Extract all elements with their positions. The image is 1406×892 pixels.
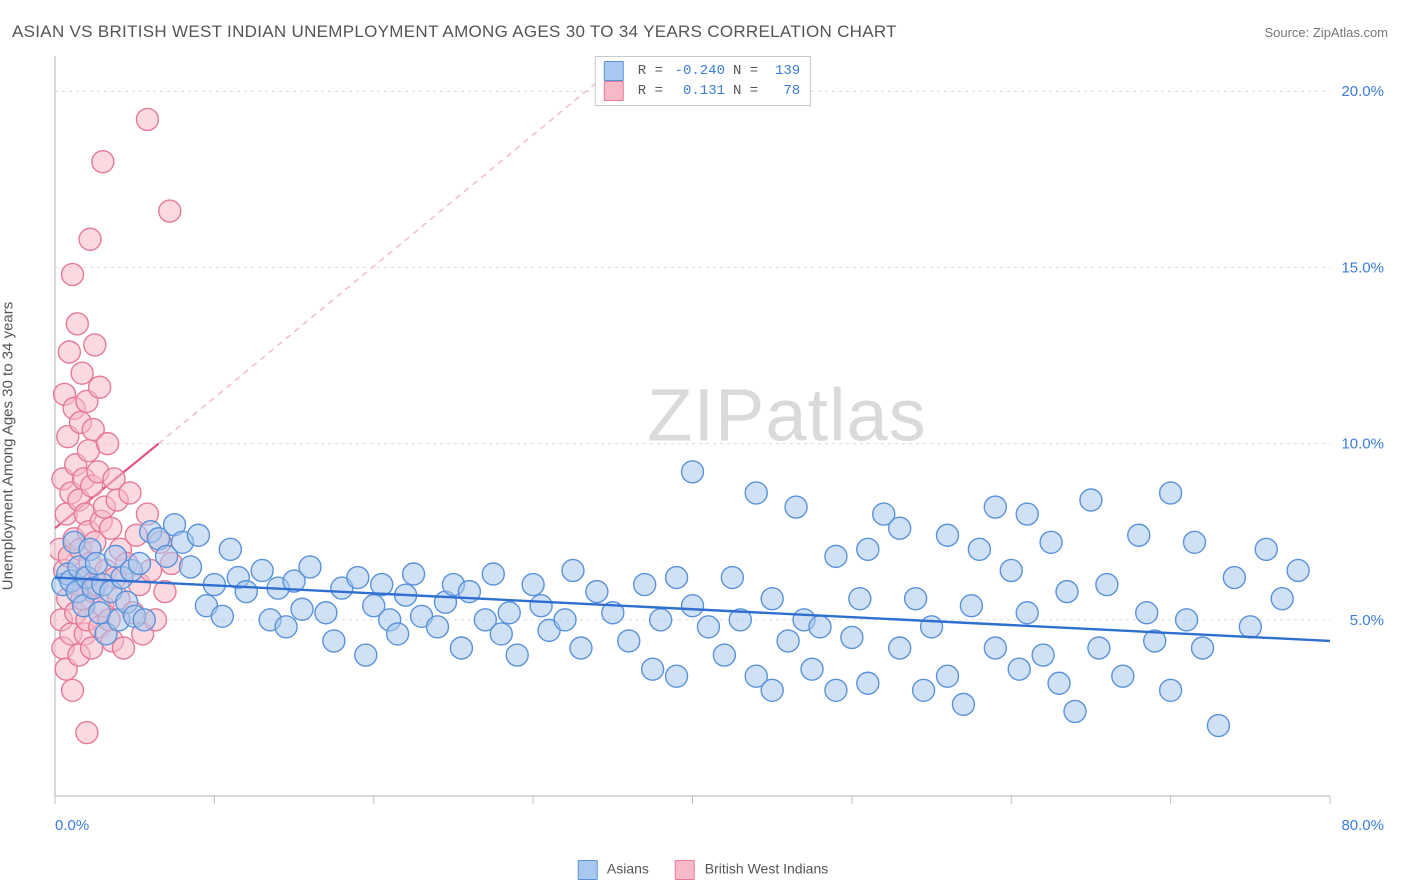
swatch-bwi (604, 81, 624, 101)
chart-plot-area: 5.0% 10.0% 15.0% 20.0% 0.0% 80.0% ZIPatlas (50, 56, 1390, 836)
svg-text:20.0%: 20.0% (1341, 83, 1384, 100)
chart-title: ASIAN VS BRITISH WEST INDIAN UNEMPLOYMEN… (12, 22, 897, 42)
svg-text:10.0%: 10.0% (1341, 436, 1384, 453)
svg-text:5.0%: 5.0% (1350, 612, 1384, 629)
swatch-asian (604, 61, 624, 81)
svg-text:0.0%: 0.0% (55, 817, 89, 834)
stats-row-asian: R = -0.240 N = 139 (604, 61, 800, 81)
swatch-bwi-icon (675, 860, 695, 880)
svg-text:15.0%: 15.0% (1341, 259, 1384, 276)
stats-legend: R = -0.240 N = 139 R = 0.131 N = 78 (595, 56, 811, 106)
y-axis-label: Unemployment Among Ages 30 to 34 years (0, 157, 17, 446)
svg-text:80.0%: 80.0% (1341, 817, 1384, 834)
watermark: ZIPatlas (647, 372, 926, 457)
legend-bottom: Asians British West Indians (578, 860, 829, 880)
stats-row-bwi: R = 0.131 N = 78 (604, 81, 800, 101)
legend-item-asian: Asians (578, 860, 649, 880)
source-attribution: Source: ZipAtlas.com (1264, 25, 1388, 40)
swatch-asian-icon (578, 860, 598, 880)
legend-item-bwi: British West Indians (675, 860, 828, 880)
